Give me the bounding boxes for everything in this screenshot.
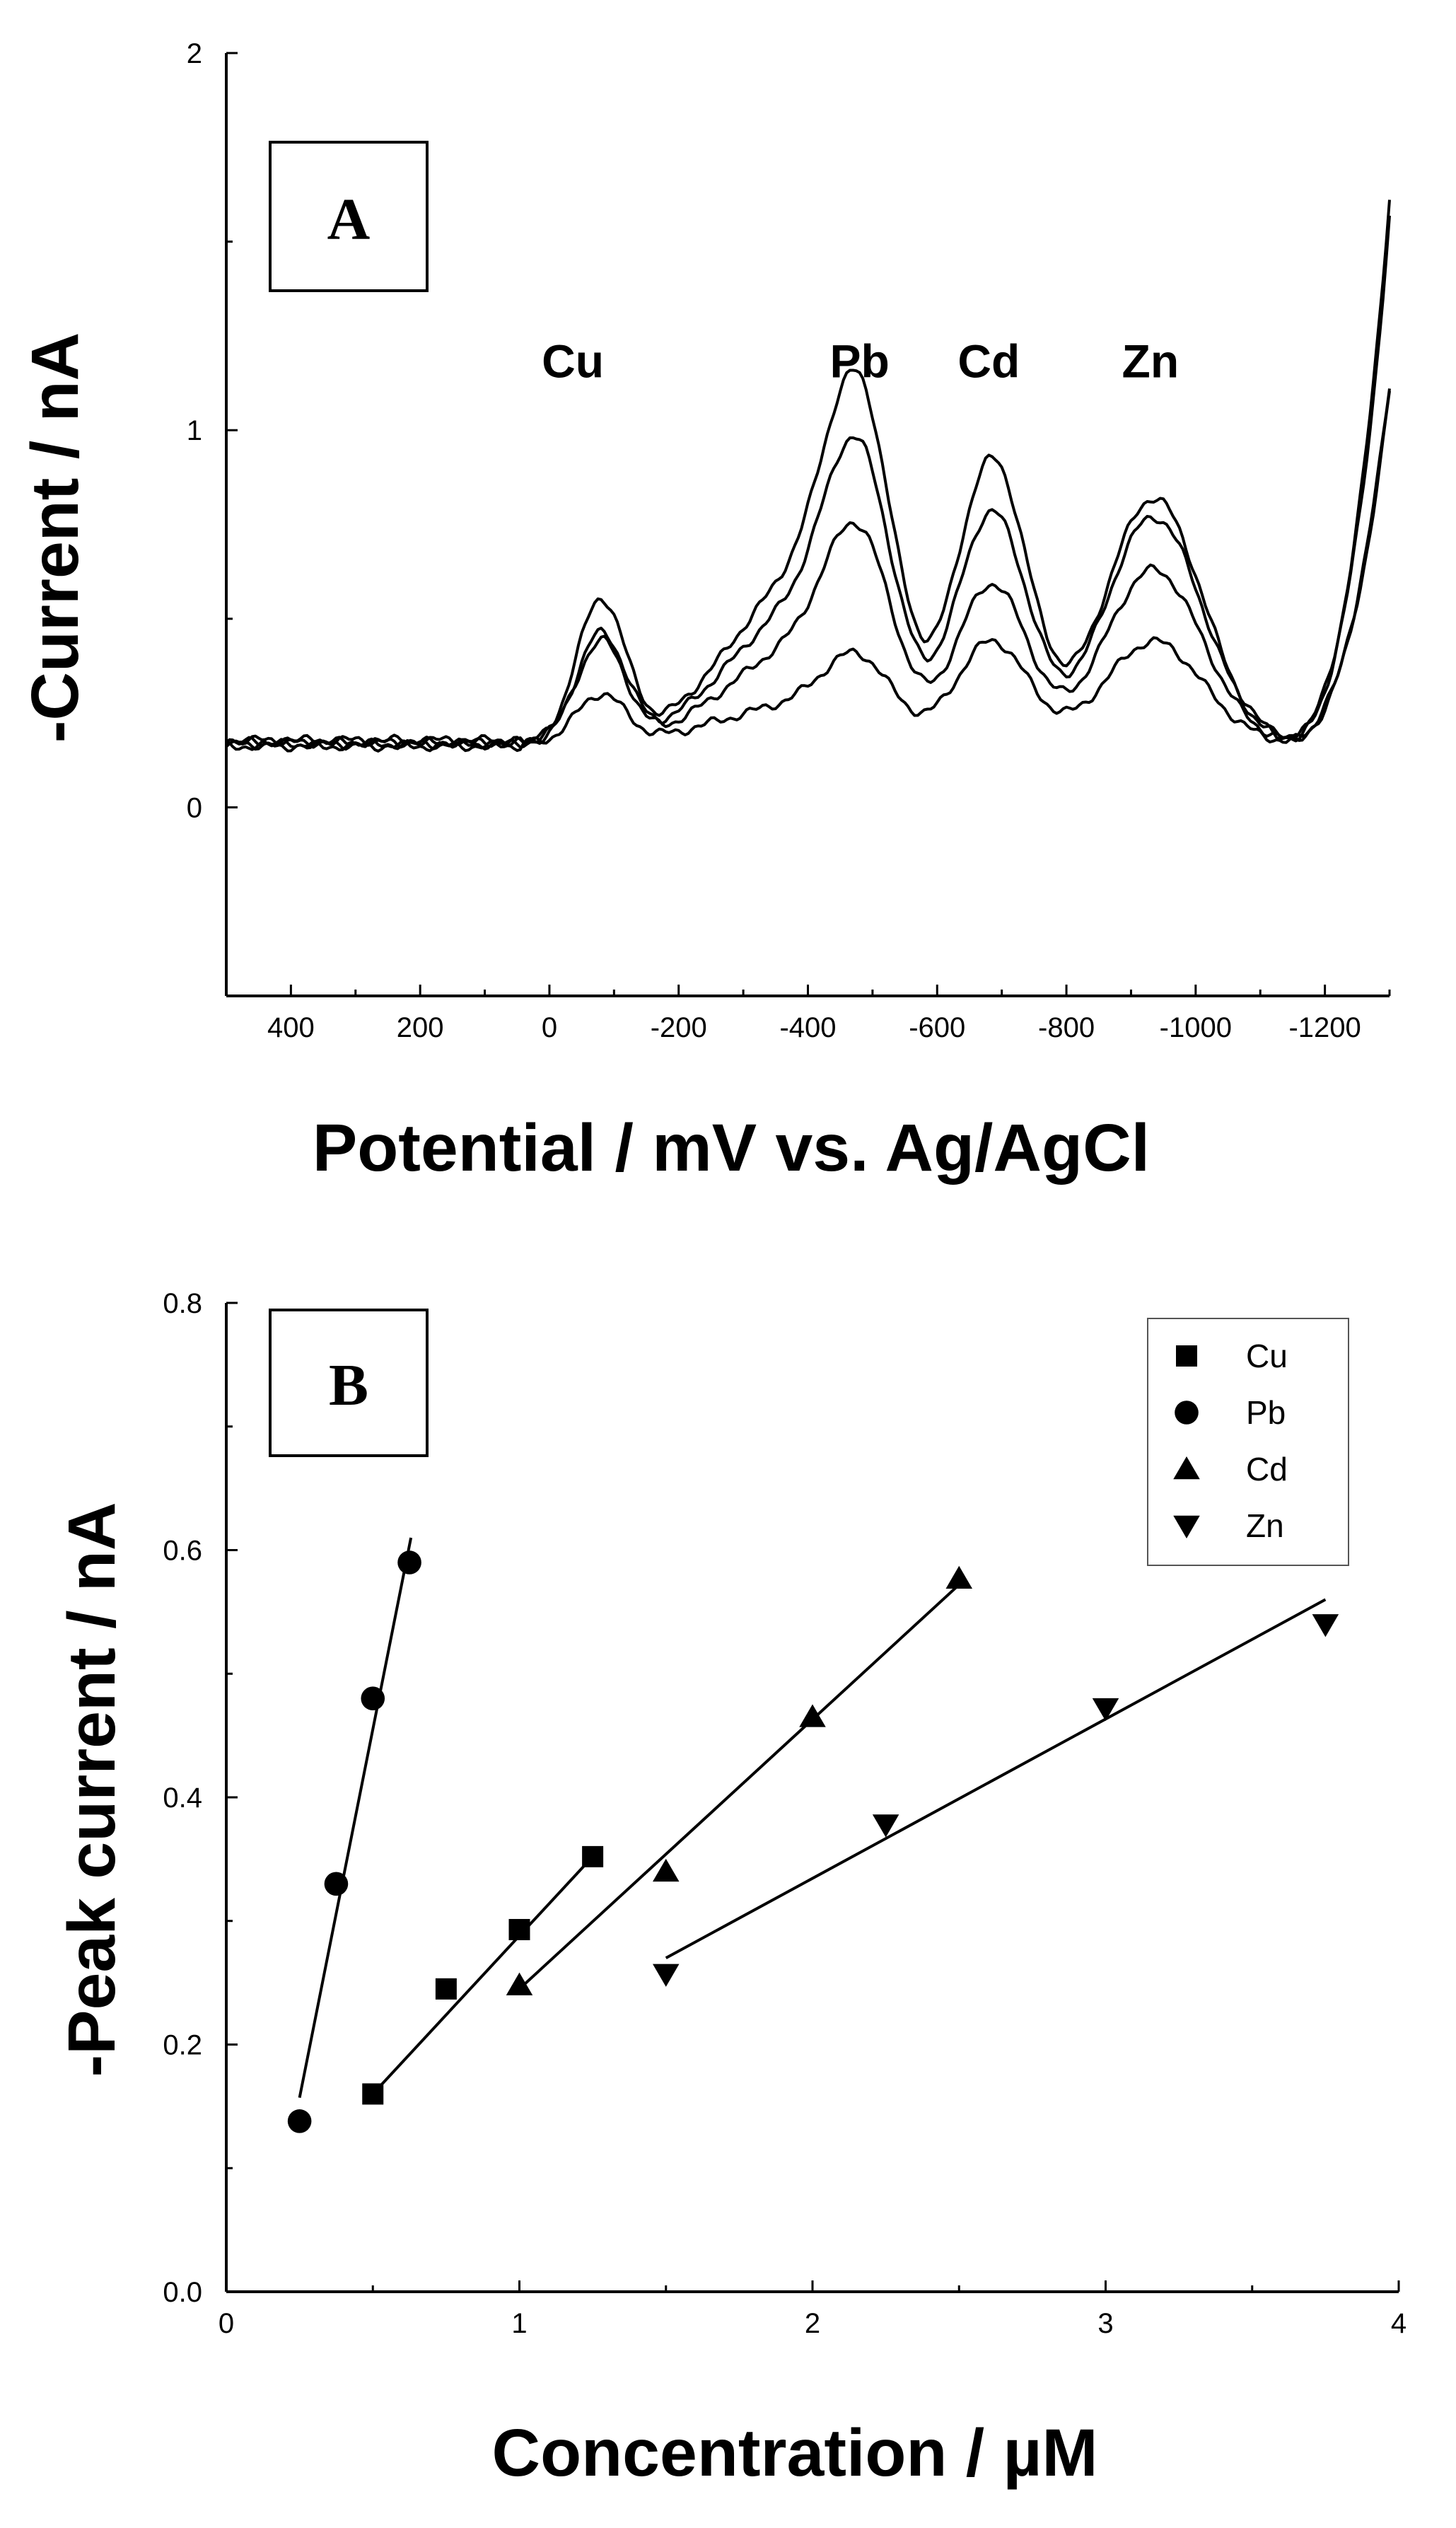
peak-label-pb: Pb xyxy=(829,335,889,388)
data-point-cu xyxy=(362,2083,384,2105)
legend-label-cu: Cu xyxy=(1246,1338,1288,1374)
panel-b-y-tick-label: 0.8 xyxy=(163,1288,202,1319)
data-point-cd xyxy=(799,1704,826,1727)
fit-line-cd xyxy=(518,1583,960,1990)
panel-b-fit-lines xyxy=(298,1537,1327,2099)
panel-a-letter: A xyxy=(327,187,371,253)
fit-line-zn xyxy=(665,1598,1327,1959)
panel-a-y-tick-label: 1 xyxy=(187,415,202,446)
data-point-pb xyxy=(324,1872,349,1896)
panel-b-data-points xyxy=(287,1550,1339,2133)
peak-label-zn: Zn xyxy=(1122,335,1180,388)
panel-a-x-axis-title: Potential / mV vs. Ag/AgCl xyxy=(313,1111,1150,1185)
panel-a-x-tick-label: -400 xyxy=(779,1012,836,1043)
panel-b-label-box xyxy=(269,1309,429,1457)
panel-a-chart: 400 200 0 -200 -400 -600 -800 -1000 -1200 0 1 2 Cu P… xyxy=(18,38,1391,1185)
panel-a-x-tick-label: 200 xyxy=(397,1012,444,1043)
panel-a-ticks: 400 200 0 -200 -400 -600 -800 -1000 -1200 0 1 2 xyxy=(187,38,1391,1043)
trace-line-4 xyxy=(226,390,1391,747)
legend-marker-pb xyxy=(1175,1401,1199,1425)
panel-a-x-tick-label: 0 xyxy=(542,1012,557,1043)
panel-b-y-tick-label: 0.2 xyxy=(163,2030,202,2061)
panel-b-y-tick-label: 0.4 xyxy=(163,1782,202,1814)
peak-label-cd: Cd xyxy=(957,335,1020,388)
panel-b-ticks: 0 1 2 3 4 0.0 0.2 0.4 0.6 0.8 xyxy=(163,1288,1407,2339)
data-point-zn xyxy=(1312,1614,1339,1637)
data-point-cu xyxy=(435,1978,457,2000)
data-point-zn xyxy=(653,1964,680,1987)
data-point-cu xyxy=(582,1845,604,1867)
panel-b-y-tick-label: 0.6 xyxy=(163,1536,202,1567)
panel-a-traces xyxy=(225,199,1391,753)
data-point-pb xyxy=(397,1550,421,1575)
panel-a-x-tick-label: 400 xyxy=(267,1012,315,1043)
panel-a-y-axis-title: -Current / nA xyxy=(18,332,93,743)
panel-a-y-tick-label: 0 xyxy=(187,792,202,823)
legend-label-cd: Cd xyxy=(1246,1451,1288,1488)
data-point-cd xyxy=(506,1972,533,1995)
panel-b-x-tick-label: 0 xyxy=(219,2308,234,2339)
data-point-zn xyxy=(1092,1698,1119,1722)
panel-b-legend: Cu Pb Cd Zn xyxy=(1147,1318,1349,1566)
fit-line-pb xyxy=(298,1537,413,2099)
data-point-pb xyxy=(361,1686,385,1710)
legend-marker-zn xyxy=(1173,1515,1200,1538)
panel-a-x-tick-label: -200 xyxy=(651,1012,707,1043)
data-point-pb xyxy=(287,2109,312,2133)
trace-line-3 xyxy=(225,388,1391,749)
panel-a-peak-labels: Cu Pb Cd Zn xyxy=(542,335,1179,388)
panel-b-letter: B xyxy=(329,1352,368,1418)
panel-b-x-tick-label: 4 xyxy=(1391,2308,1407,2339)
legend-marker-cd xyxy=(1173,1456,1200,1480)
panel-b-x-tick-label: 3 xyxy=(1097,2308,1113,2339)
data-point-cd xyxy=(945,1565,972,1589)
panel-b-chart: 0 1 2 3 4 0.0 0.2 0.4 0.6 0.8 B Cu Pb Cd Zn Concentr… xyxy=(54,1288,1407,2491)
panel-a-label-box xyxy=(269,141,429,292)
fit-line-cu xyxy=(371,1855,594,2095)
panel-b-x-axis-title: Concentration / µM xyxy=(492,2416,1098,2491)
panel-a-y-tick-label: 2 xyxy=(187,38,202,69)
panel-b-x-tick-label: 2 xyxy=(805,2308,820,2339)
panel-b-y-tick-label: 0.0 xyxy=(163,2277,202,2308)
legend-marker-cu xyxy=(1176,1345,1197,1367)
panel-a-x-tick-label: -800 xyxy=(1038,1012,1095,1043)
legend-label-zn: Zn xyxy=(1246,1507,1284,1544)
panel-a-x-tick-label: -1200 xyxy=(1288,1012,1361,1043)
panel-b-x-tick-label: 1 xyxy=(511,2308,527,2339)
panel-b-y-axis-title: -Peak current / nA xyxy=(54,1502,129,2077)
panel-a-x-tick-label: -600 xyxy=(909,1012,965,1043)
data-point-cd xyxy=(653,1858,680,1882)
legend-label-pb: Pb xyxy=(1246,1394,1286,1431)
peak-label-cu: Cu xyxy=(542,335,604,388)
panel-a-x-tick-label: -1000 xyxy=(1160,1012,1232,1043)
data-point-zn xyxy=(872,1814,899,1838)
data-point-cu xyxy=(508,1918,530,1940)
